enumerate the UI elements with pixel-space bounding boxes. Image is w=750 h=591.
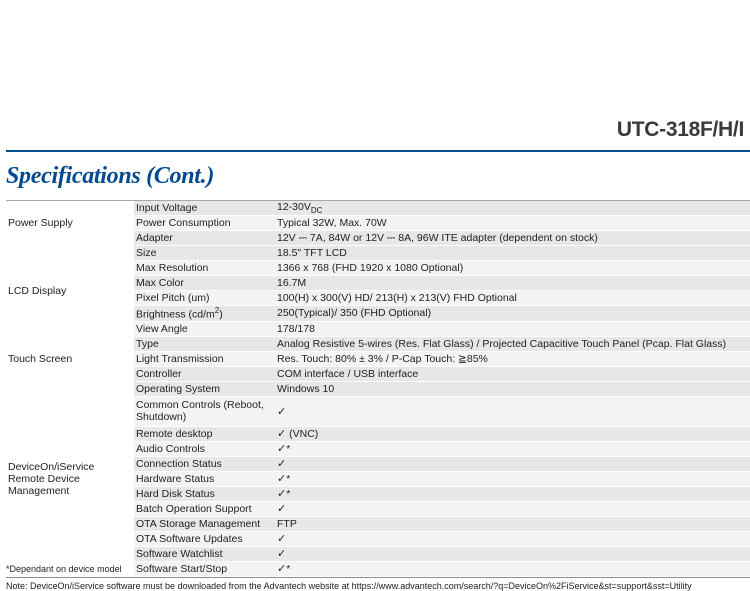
table-row: LCD DisplaySize18.5" TFT LCD xyxy=(6,246,750,261)
property-cell: Software Watchlist xyxy=(134,546,275,561)
property-cell: Pixel Pitch (um) xyxy=(134,291,275,306)
property-cell: Batch Operation Support xyxy=(134,501,275,516)
category-cell: Power Supply xyxy=(6,201,134,246)
dependant-label: *Dependant on device model xyxy=(6,564,122,574)
value-cell: ✓ (VNC) xyxy=(275,426,750,441)
value-cell: ✓* xyxy=(275,471,750,486)
property-cell: Connection Status xyxy=(134,456,275,471)
property-cell: Type xyxy=(134,336,275,351)
value-cell: ✓ xyxy=(275,501,750,516)
table-bottom-rule xyxy=(6,577,750,578)
value-cell: Res. Touch: 80% ± 3% / P-Cap Touch: ≧85% xyxy=(275,351,750,366)
property-cell: Hardware Status xyxy=(134,471,275,486)
value-cell: 12-30VDC xyxy=(275,201,750,216)
property-cell: Max Resolution xyxy=(134,261,275,276)
check-icon: ✓ xyxy=(277,503,286,515)
spec-table: Power SupplyInput Voltage12-30VDCPower C… xyxy=(6,200,750,577)
check-icon: ✓ xyxy=(277,406,286,418)
property-cell: Audio Controls xyxy=(134,441,275,456)
property-cell: OTA Software Updates xyxy=(134,531,275,546)
header-rule xyxy=(6,150,750,152)
value-cell: ✓ xyxy=(275,456,750,471)
check-icon: ✓ xyxy=(277,473,286,485)
property-cell: OTA Storage Management xyxy=(134,516,275,531)
value-cell: 178/178 xyxy=(275,321,750,336)
property-cell: Hard Disk Status xyxy=(134,486,275,501)
check-icon: ✓ xyxy=(277,428,286,440)
property-cell: Operating System xyxy=(134,381,275,396)
property-cell: View Angle xyxy=(134,321,275,336)
property-cell: Adapter xyxy=(134,231,275,246)
value-cell: FTP xyxy=(275,516,750,531)
table-row: Power SupplyInput Voltage12-30VDC xyxy=(6,201,750,216)
value-cell: ✓* xyxy=(275,486,750,501)
value-cell: Windows 10 xyxy=(275,381,750,396)
value-cell: Analog Resistive 5-wires (Res. Flat Glas… xyxy=(275,336,750,351)
value-cell: ✓* xyxy=(275,561,750,576)
check-icon: ✓ xyxy=(277,488,286,500)
category-cell: DeviceOn/iServiceRemote Device Managemen… xyxy=(6,381,134,576)
value-cell: ✓ xyxy=(275,546,750,561)
value-cell: 1366 x 768 (FHD 1920 x 1080 Optional) xyxy=(275,261,750,276)
property-cell: Power Consumption xyxy=(134,216,275,231)
property-cell: Brightness (cd/m2) xyxy=(134,306,275,322)
value-cell: ✓ xyxy=(275,396,750,426)
value-cell: ✓* xyxy=(275,441,750,456)
table-row: DeviceOn/iServiceRemote Device Managemen… xyxy=(6,381,750,396)
property-cell: Common Controls (Reboot, Shutdown) xyxy=(134,396,275,426)
value-cell: 250(Typical)/ 350 (FHD Optional) xyxy=(275,306,750,322)
property-cell: Input Voltage xyxy=(134,201,275,216)
check-icon: ✓ xyxy=(277,443,286,455)
property-cell: Remote desktop xyxy=(134,426,275,441)
check-icon: ✓ xyxy=(277,533,286,545)
check-icon: ✓ xyxy=(277,548,286,560)
category-cell: Touch Screen xyxy=(6,336,134,381)
section-title: Specifications (Cont.) xyxy=(6,163,214,190)
footnote: Note: DeviceOn/iService software must be… xyxy=(6,581,692,591)
category-cell: LCD Display xyxy=(6,246,134,337)
value-cell: 100(H) x 300(V) HD/ 213(H) x 213(V) FHD … xyxy=(275,291,750,306)
property-cell: Controller xyxy=(134,366,275,381)
check-icon: ✓ xyxy=(277,563,286,575)
value-cell: 12V ⎓ 7A, 84W or 12V ⎓ 8A, 96W ITE adapt… xyxy=(275,231,750,246)
value-cell: COM interface / USB interface xyxy=(275,366,750,381)
value-cell: 18.5" TFT LCD xyxy=(275,246,750,261)
property-cell: Software Start/Stop xyxy=(134,561,275,576)
value-cell: Typical 32W, Max. 70W xyxy=(275,216,750,231)
value-cell: 16.7M xyxy=(275,276,750,291)
value-cell: ✓ xyxy=(275,531,750,546)
property-cell: Max Color xyxy=(134,276,275,291)
property-cell: Size xyxy=(134,246,275,261)
product-title: UTC-318F/H/I xyxy=(617,118,744,142)
check-icon: ✓ xyxy=(277,458,286,470)
table-row: Touch ScreenTypeAnalog Resistive 5-wires… xyxy=(6,336,750,351)
property-cell: Light Transmission xyxy=(134,351,275,366)
